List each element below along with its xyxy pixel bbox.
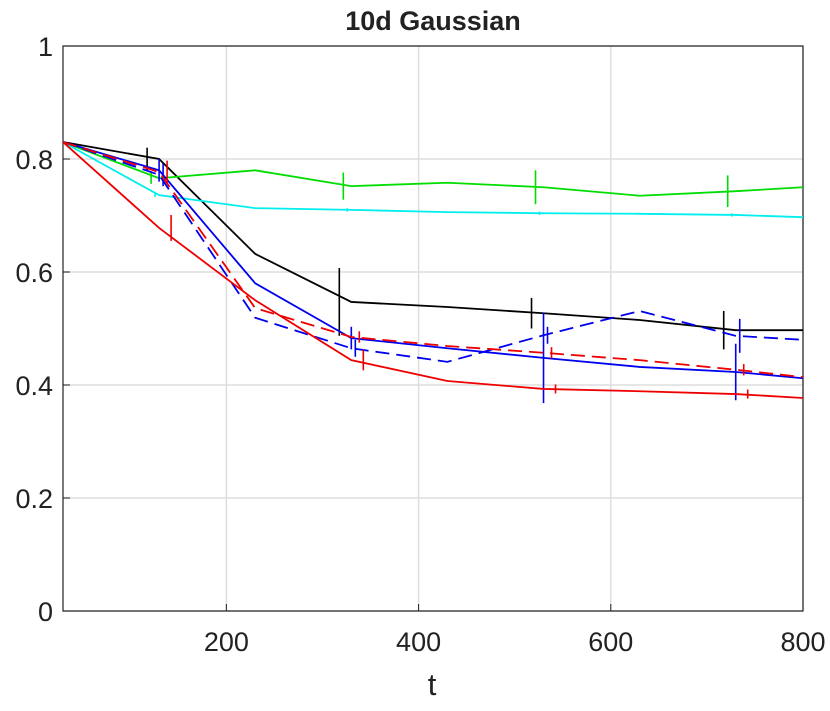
x-tick-label: 200: [204, 627, 249, 657]
series-line: [62, 141, 804, 219]
x-tick-label: 600: [588, 627, 633, 657]
series-line: [62, 141, 803, 332]
x-tick-label: 400: [396, 627, 441, 657]
series-line: [62, 141, 804, 399]
y-tick-label: 0: [38, 597, 53, 627]
plot-frame: [62, 45, 804, 612]
series-line: [62, 141, 804, 363]
x-axis-label: t: [428, 667, 437, 702]
series-line: [62, 141, 804, 380]
series-line: [62, 141, 804, 197]
y-tick-label: 0.8: [15, 145, 53, 175]
series-line: [62, 141, 804, 378]
y-tick-label: 0.2: [15, 484, 53, 514]
y-tick-label: 1: [38, 32, 53, 62]
y-tick-label: 0.4: [15, 371, 53, 401]
x-tick-label: 800: [780, 627, 825, 657]
y-tick-label: 0.6: [15, 258, 53, 288]
chart-title: 10d Gaussian: [345, 6, 521, 36]
